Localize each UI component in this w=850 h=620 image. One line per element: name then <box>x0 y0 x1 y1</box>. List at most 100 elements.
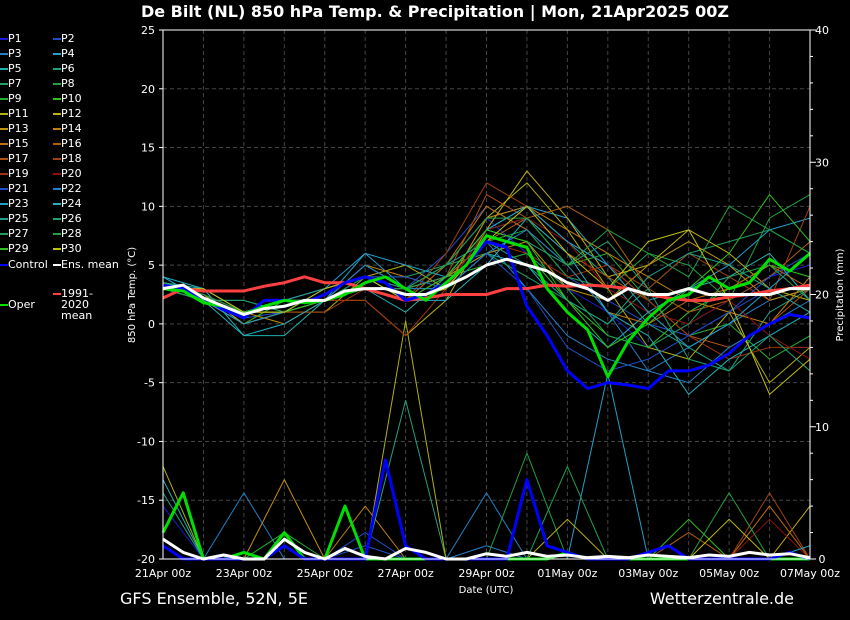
legend-label: P6 <box>61 62 75 75</box>
source-label: Wetterzentrale.de <box>649 589 794 608</box>
legend-item-p8: P8 <box>53 78 75 90</box>
legend-swatch <box>0 98 8 100</box>
legend-item-p18: P18 <box>53 153 82 165</box>
legend-swatch <box>0 264 8 266</box>
legend-item-p1: P1 <box>0 33 22 45</box>
y-right-tick-label: 0 <box>819 553 826 566</box>
legend-swatch <box>53 293 61 295</box>
y-tick-label: 15 <box>141 142 155 155</box>
y-right-tick-label: 40 <box>815 24 829 37</box>
legend-label: P9 <box>8 92 22 105</box>
x-tick-label: 23Apr 00z <box>216 567 273 580</box>
temp-line-climate-mean <box>162 275 811 302</box>
legend-label: P2 <box>61 32 75 45</box>
legend-label: P4 <box>61 47 75 60</box>
legend-label: P30 <box>61 242 82 255</box>
legend-label: P3 <box>8 47 22 60</box>
legend-label: P17 <box>8 152 29 165</box>
model-label: GFS Ensemble, 52N, 5E <box>120 589 308 608</box>
legend-swatch <box>0 68 8 70</box>
legend-swatch <box>53 143 61 145</box>
legend-item-p12: P12 <box>53 108 82 120</box>
legend-swatch <box>53 158 61 160</box>
legend-swatch <box>0 248 8 250</box>
legend-swatch <box>0 53 8 55</box>
legend-label: P10 <box>61 92 82 105</box>
legend-swatch <box>0 38 8 40</box>
legend-item-ens-mean: Ens. mean <box>53 259 119 271</box>
legend-item-p15: P15 <box>0 138 29 150</box>
legend-swatch <box>0 143 8 145</box>
legend-item-p26: P26 <box>53 213 82 225</box>
x-tick-label: 07May 00z <box>780 567 840 580</box>
legend-swatch <box>53 128 61 130</box>
legend-label: Oper <box>8 298 35 311</box>
legend-swatch <box>53 233 61 235</box>
y-tick-label: 0 <box>148 318 155 331</box>
legend-label: P24 <box>61 197 82 210</box>
legend-item-p20: P20 <box>53 168 82 180</box>
legend-item-p9: P9 <box>0 93 22 105</box>
legend-item-p11: P11 <box>0 108 29 120</box>
legend-swatch <box>53 98 61 100</box>
x-tick-label: 05May 00z <box>699 567 759 580</box>
legend-item-p10: P10 <box>53 93 82 105</box>
legend-item-climate-mean: 1991-2020 mean <box>53 288 111 321</box>
legend-label: P11 <box>8 107 29 120</box>
temp-line-oper <box>162 234 811 379</box>
legend-swatch <box>53 38 61 40</box>
x-tick-label: 27Apr 00z <box>377 567 434 580</box>
legend-swatch <box>0 218 8 220</box>
legend-swatch <box>53 203 61 205</box>
legend-label: P27 <box>8 227 29 240</box>
y-tick-label: 10 <box>141 200 155 213</box>
legend-swatch <box>0 158 8 160</box>
y-tick-label: 20 <box>141 83 155 96</box>
y-right-tick-label: 30 <box>815 156 829 169</box>
y-tick-label: 5 <box>148 259 155 272</box>
legend-item-p3: P3 <box>0 48 22 60</box>
x-tick-label: 01May 00z <box>537 567 597 580</box>
legend-swatch <box>0 233 8 235</box>
y-tick-label: -5 <box>144 377 155 390</box>
legend-label: P26 <box>61 212 82 225</box>
legend-swatch <box>53 83 61 85</box>
legend-label: P14 <box>61 122 82 135</box>
legend-label: P19 <box>8 167 29 180</box>
legend-label: P18 <box>61 152 82 165</box>
legend-item-p29: P29 <box>0 243 29 255</box>
legend-item-p2: P2 <box>53 33 75 45</box>
legend-label: P28 <box>61 227 82 240</box>
legend-swatch <box>53 68 61 70</box>
legend-swatch <box>0 113 8 115</box>
legend-item-p28: P28 <box>53 228 82 240</box>
legend-label: Ens. mean <box>61 258 119 271</box>
legend-item-p21: P21 <box>0 183 29 195</box>
legend-label: P5 <box>8 62 22 75</box>
legend-item-p19: P19 <box>0 168 29 180</box>
temp-line-control <box>162 240 811 391</box>
legend-item-p7: P7 <box>0 78 22 90</box>
y-right-axis-label: Precipitation (mm) <box>835 248 846 341</box>
legend-swatch <box>53 113 61 115</box>
legend-label: P13 <box>8 122 29 135</box>
legend-item-p22: P22 <box>53 183 82 195</box>
temp-line-ens-mean <box>162 257 810 316</box>
legend-item-p25: P25 <box>0 213 29 225</box>
legend-item-p14: P14 <box>53 123 82 135</box>
legend-swatch <box>0 203 8 205</box>
legend-label: P29 <box>8 242 29 255</box>
legend-item-p27: P27 <box>0 228 29 240</box>
y-tick-label: -20 <box>137 553 155 566</box>
legend-item-p5: P5 <box>0 63 22 75</box>
chart-title: De Bilt (NL) 850 hPa Temp. & Precipitati… <box>140 2 730 21</box>
legend-swatch <box>53 53 61 55</box>
legend-item-p4: P4 <box>53 48 75 60</box>
legend-label: P23 <box>8 197 29 210</box>
legend-label: P15 <box>8 137 29 150</box>
legend-swatch <box>0 188 8 190</box>
y-right-tick-label: 10 <box>815 421 829 434</box>
legend-swatch <box>0 83 8 85</box>
legend-swatch <box>53 188 61 190</box>
